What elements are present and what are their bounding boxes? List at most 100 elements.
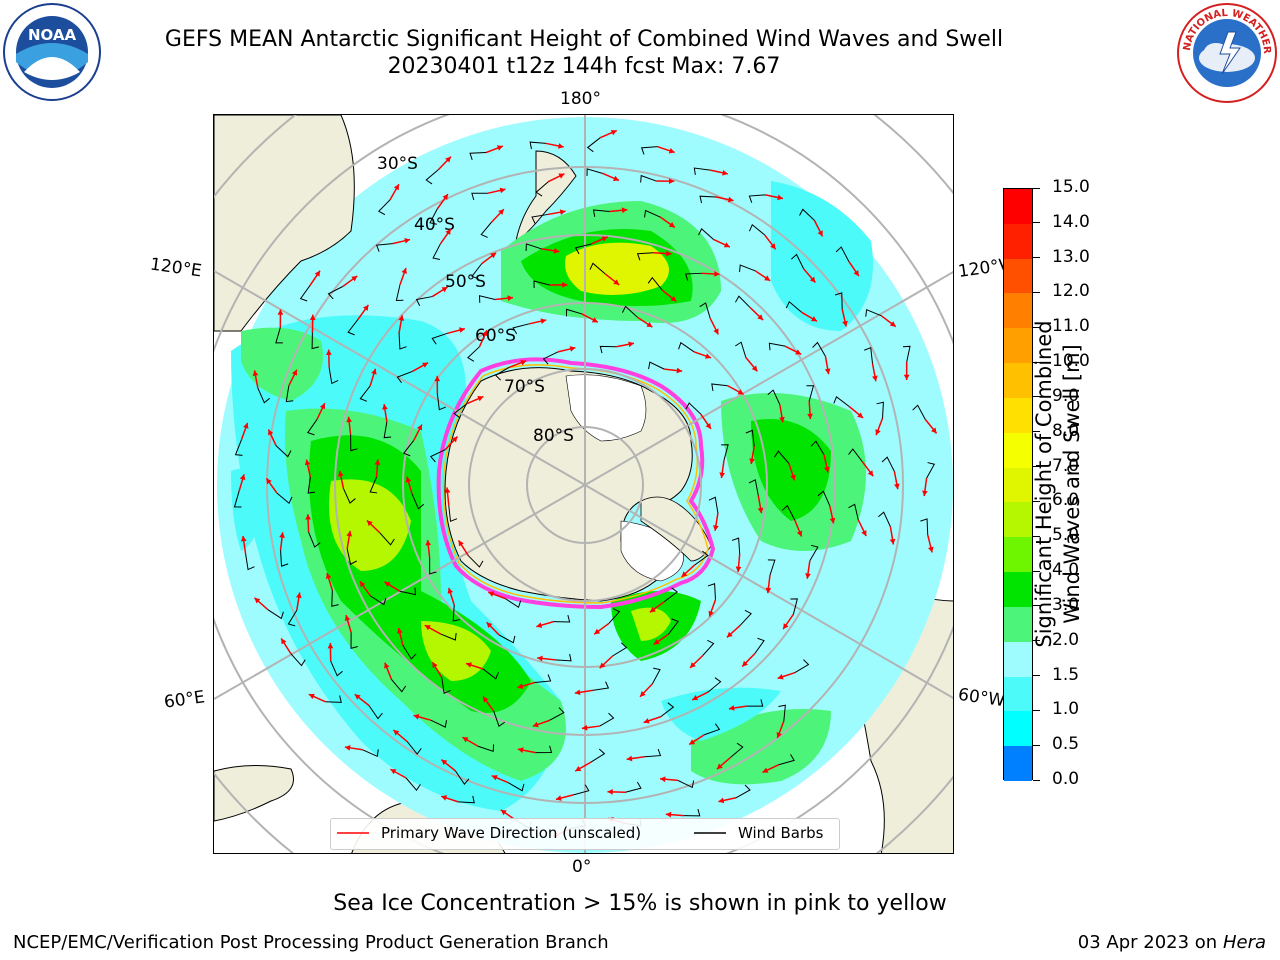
wind-barb: [734, 341, 747, 358]
wave-arrow-head: [540, 318, 547, 324]
wave-arrow-head: [599, 662, 606, 669]
wind-barb: [425, 169, 439, 185]
wave-arrow-head: [458, 327, 465, 333]
wind-barb: [612, 642, 628, 657]
colorbar-cell: [1004, 746, 1032, 782]
wave-arrow-head: [649, 606, 656, 613]
wave-arrow-head: [291, 369, 298, 376]
wave-arrow-head: [344, 745, 351, 751]
colorbar: [1003, 188, 1033, 782]
wind-barb: [395, 284, 404, 302]
wind-barb: [748, 479, 759, 496]
wind-barb: [704, 723, 721, 736]
wind-barb: [432, 243, 441, 260]
wave-arrow-head: [903, 374, 910, 380]
wind-barb: [565, 308, 583, 317]
wind-barb: [458, 795, 475, 804]
wind-barb: [912, 404, 926, 420]
wave-arrow-head: [536, 622, 543, 628]
wave-arrow-head: [722, 169, 728, 176]
wind-barb: [848, 503, 859, 521]
wind-barb: [508, 782, 525, 792]
wind-barb: [359, 385, 371, 402]
wind-barb: [471, 263, 483, 280]
wind-barb: [586, 168, 603, 176]
wave-arrow-head: [404, 237, 411, 244]
chart-title: GEFS MEAN Antarctic Significant Height o…: [164, 27, 1004, 52]
wave-arrow-head: [413, 714, 420, 720]
wind-barb: [647, 276, 663, 291]
wind-barb: [494, 366, 510, 381]
wave-arrow-head: [537, 655, 543, 662]
wind-barb: [308, 532, 321, 548]
colorbar-cell: [1004, 572, 1032, 608]
colorbar-tick-label: 13.0: [1052, 246, 1090, 267]
wave-arrow-head: [486, 622, 493, 629]
wind-barb: [453, 403, 468, 419]
wind-barb: [806, 385, 815, 402]
wave-arrow-head: [594, 628, 601, 635]
colorbar-tick-label: 11.0: [1052, 316, 1090, 337]
wind-barb: [411, 493, 425, 510]
colorbar-tick-mark: [1033, 570, 1040, 572]
wave-arrow-head: [575, 765, 582, 772]
wave-arrow-head: [853, 270, 859, 277]
wind-barb: [325, 695, 342, 703]
wind-barb: [531, 213, 548, 224]
colorbar-tick-label: 0.5: [1052, 734, 1080, 755]
wind-barb: [430, 719, 448, 728]
wind-barb: [739, 264, 756, 273]
wave-arrow-head: [628, 341, 634, 348]
wave-arrow-head: [660, 776, 666, 783]
wind-barb: [791, 253, 805, 270]
colorbar-tick-label: 9.0: [1052, 385, 1080, 406]
colorbar-tick-mark: [1033, 291, 1040, 293]
wind-barb: [553, 615, 571, 623]
wave-arrow-head: [562, 282, 568, 288]
wave-arrow-head: [308, 693, 315, 700]
wave-arrow-head: [824, 368, 831, 375]
wave-arrow-head: [613, 175, 620, 182]
wind-barb: [504, 598, 522, 609]
wind-barb: [731, 537, 741, 555]
wind-barb: [902, 345, 911, 363]
wind-barb: [328, 367, 339, 385]
wave-arrow-head: [517, 683, 524, 689]
wind-barb: [864, 346, 874, 364]
lon-label-60w: 60°W: [956, 684, 1007, 712]
wave-arrow-head: [346, 530, 353, 537]
colorbar-tick-mark: [1033, 466, 1040, 468]
wind-barb: [878, 511, 891, 527]
wind-barb: [311, 332, 319, 350]
colorbar-tick-label: 14.0: [1052, 211, 1090, 232]
wave-arrow-head: [252, 370, 259, 377]
wave-direction-arrows: [238, 129, 938, 838]
wave-arrow-head: [689, 662, 696, 668]
colorbar-cell: [1004, 223, 1032, 260]
colorbar-cell: [1004, 711, 1032, 747]
wave-arrow-head: [742, 660, 748, 667]
wind-barb: [482, 668, 499, 680]
wave-arrow-head: [770, 243, 776, 250]
wind-barb: [652, 667, 661, 684]
wave-arrow-head: [861, 530, 867, 537]
wind-barb: [702, 639, 715, 656]
wave-arrow-head: [716, 763, 723, 770]
wind-barb: [535, 745, 553, 754]
colorbar-tick-mark: [1033, 257, 1040, 259]
wind-barb: [730, 742, 744, 758]
wind-barb: [678, 341, 695, 353]
wave-arrow-head: [483, 696, 489, 703]
wind-barb: [794, 659, 810, 674]
wind-barb: [375, 243, 393, 252]
wave-arrow-head: [737, 389, 744, 395]
wave-arrow-head: [277, 309, 284, 315]
colorbar-cell: [1004, 467, 1032, 503]
colorbar-tick-mark: [1033, 675, 1040, 677]
footer-date: 03 Apr 2023 on Hera: [1077, 932, 1266, 953]
wave-arrow-head: [382, 404, 388, 410]
wave-arrow-head: [344, 615, 351, 621]
wind-barb: [707, 583, 716, 600]
wave-arrow-head: [359, 581, 366, 588]
lon-label-180: 180°: [560, 89, 601, 109]
